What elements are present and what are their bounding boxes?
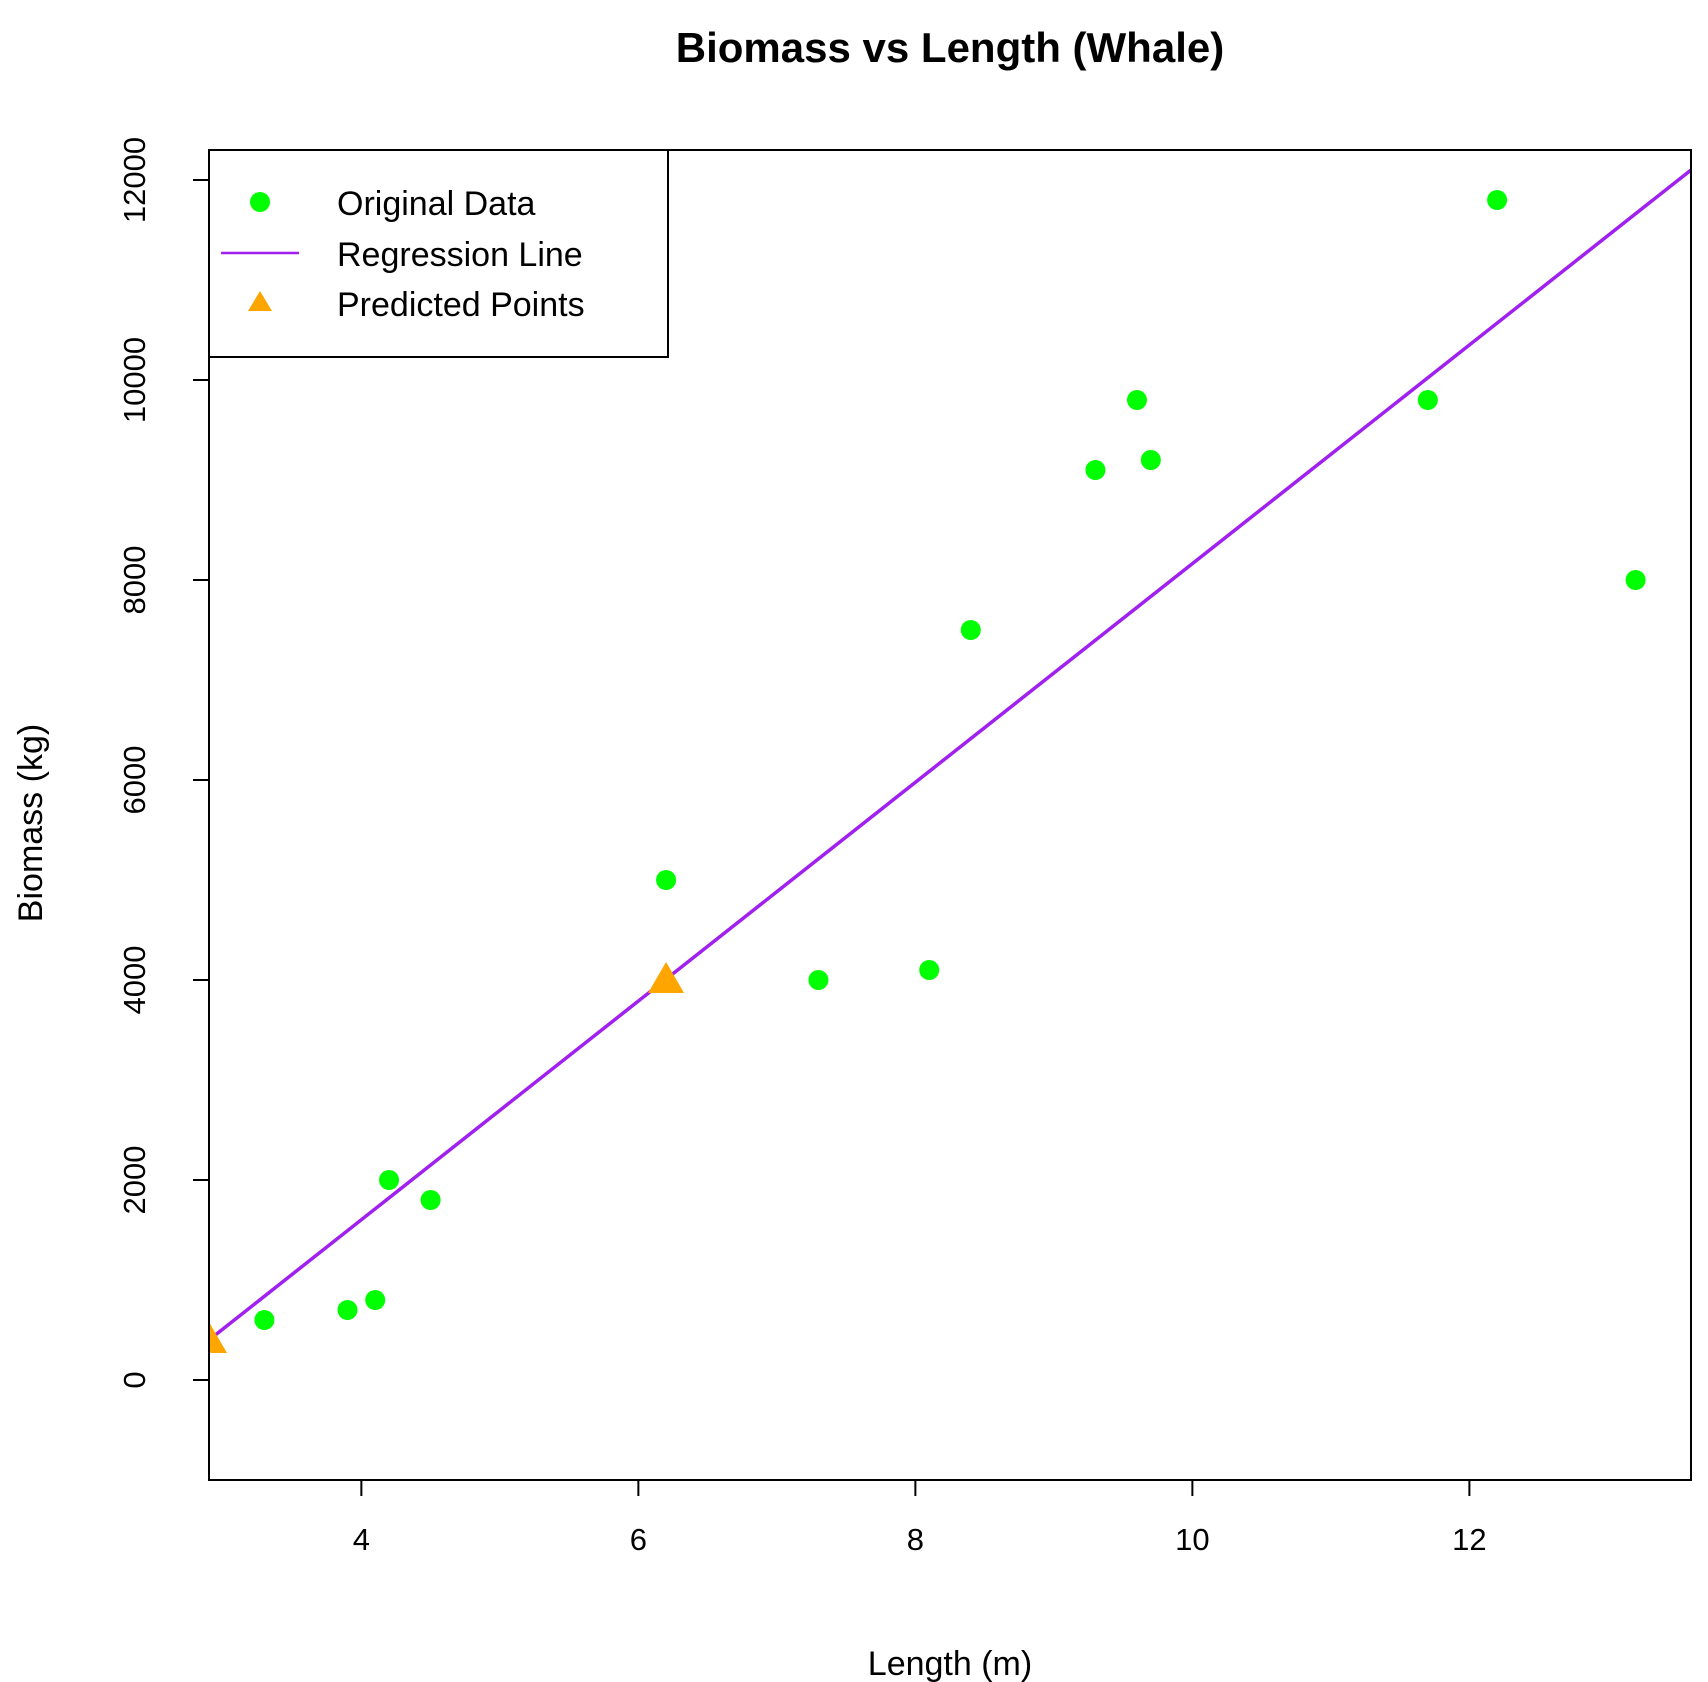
y-tick-label: 4000 <box>117 946 152 1015</box>
predicted-point <box>648 962 685 993</box>
legend-label-predicted-points: Predicted Points <box>337 286 585 324</box>
original-data-point <box>808 970 829 990</box>
original-data-point <box>420 1190 441 1210</box>
x-axis: 4 6 8 10 12 <box>353 1480 1487 1557</box>
y-tick-label: 2000 <box>117 1146 152 1215</box>
y-tick-label: 10000 <box>117 337 152 423</box>
original-data-point <box>1625 570 1646 590</box>
y-tick-label: 8000 <box>117 546 152 615</box>
legend-marker-predicted-points <box>248 291 272 311</box>
original-data-point <box>337 1300 358 1320</box>
x-tick-label: 6 <box>630 1522 647 1557</box>
x-tick-label: 8 <box>907 1522 924 1557</box>
plot-frame <box>208 149 1692 1481</box>
original-data-point <box>919 960 940 980</box>
y-tick-label: 6000 <box>117 746 152 815</box>
x-tick-label: 12 <box>1452 1522 1486 1557</box>
x-axis-label: Length (m) <box>868 1645 1032 1682</box>
original-data-point <box>1085 460 1106 480</box>
legend-label-regression-line: Regression Line <box>337 236 583 274</box>
original-data-point <box>960 620 981 640</box>
original-data-point <box>365 1290 386 1310</box>
original-data-point <box>1140 450 1161 470</box>
original-data-point <box>1487 190 1508 210</box>
x-tick-label: 4 <box>353 1522 370 1557</box>
y-axis: 0 2000 4000 6000 8000 10000 12000 <box>117 137 209 1389</box>
chart-title: Biomass vs Length (Whale) <box>676 24 1224 71</box>
legend-label-original-data: Original Data <box>337 185 536 223</box>
regression-line <box>209 168 1691 1342</box>
original-data-point <box>1417 390 1438 410</box>
original-data-point <box>1126 390 1147 410</box>
y-axis-label: Biomass (kg) <box>12 724 50 922</box>
y-tick-label: 12000 <box>117 137 152 223</box>
original-data-point <box>254 1310 275 1330</box>
y-tick-label: 0 <box>117 1371 152 1388</box>
x-tick-label: 10 <box>1175 1522 1209 1557</box>
original-data-point <box>379 1170 400 1190</box>
predicted-point <box>209 1322 227 1353</box>
legend-marker-original-data <box>250 192 270 212</box>
legend: Original Data Regression Line Predicted … <box>208 149 669 358</box>
original-data-point <box>656 870 677 890</box>
